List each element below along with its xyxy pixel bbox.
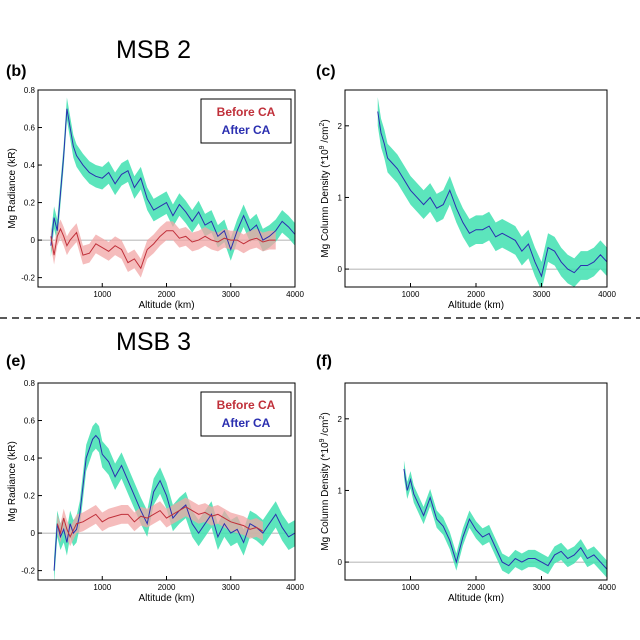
plot-area bbox=[345, 97, 607, 287]
chart-panel-c: (c) 1000 2000 3000 4000 0 1 2 Altitude (km) Mg Co… bbox=[316, 63, 616, 311]
y-tick-label: 1 bbox=[338, 193, 343, 202]
x-tick-label: 2000 bbox=[467, 290, 485, 299]
series-line-after-ca bbox=[377, 111, 607, 278]
band-before-ca bbox=[50, 219, 276, 278]
y-tick-label: 0.2 bbox=[24, 492, 36, 501]
x-tick-label: 1000 bbox=[402, 290, 420, 299]
y-tick-label: 0.6 bbox=[24, 124, 36, 133]
plot-area bbox=[38, 97, 295, 278]
legend-box bbox=[200, 98, 292, 144]
plot-area bbox=[38, 422, 295, 580]
x-axis-label: Altitude (km) bbox=[448, 300, 504, 311]
x-axis-label: Altitude (km) bbox=[138, 300, 194, 311]
y-tick-label: 0 bbox=[338, 265, 343, 274]
legend-before-ca: Before CA bbox=[217, 105, 276, 119]
series-line-before-ca bbox=[50, 227, 276, 270]
x-tick-label: 4000 bbox=[598, 290, 616, 299]
x-tick-label: 2000 bbox=[158, 290, 176, 299]
x-tick-label: 2000 bbox=[467, 583, 485, 592]
x-axis-label: Altitude (km) bbox=[138, 593, 194, 604]
band-after-ca bbox=[403, 460, 607, 578]
x-tick-label: 1000 bbox=[402, 583, 420, 592]
series-line-after-ca bbox=[403, 468, 607, 570]
x-tick-label: 4000 bbox=[598, 583, 616, 592]
legend-after-ca: After CA bbox=[222, 416, 271, 430]
y-tick-label: 0.4 bbox=[24, 161, 36, 170]
y-tick-label: 0 bbox=[31, 236, 36, 245]
series-line-after-ca bbox=[50, 108, 295, 252]
x-tick-label: 4000 bbox=[286, 583, 304, 592]
legend: Before CA After CA bbox=[200, 391, 292, 437]
legend-before-ca: Before CA bbox=[217, 398, 276, 412]
chart-panel-b: (b) 1000 2000 3000 4000 -0.2 0 0.2 0.4 0.6 0.8 Alti… bbox=[6, 63, 304, 311]
y-tick-label: 0 bbox=[31, 529, 36, 538]
y-tick-label: 0.2 bbox=[24, 199, 36, 208]
y-tick-label: 0.4 bbox=[24, 454, 36, 463]
panel-letter: (c) bbox=[316, 63, 336, 80]
section-title-msb2: MSB 2 bbox=[116, 36, 191, 64]
y-tick-label: 2 bbox=[338, 415, 343, 424]
series-line-after-ca bbox=[53, 434, 295, 571]
plot-area bbox=[345, 460, 607, 578]
y-tick-label: 0.8 bbox=[24, 379, 36, 388]
legend-after-ca: After CA bbox=[222, 123, 271, 137]
chart-panel-e: (e) 1000 2000 3000 4000 -0.2 0 0.2 0.4 0.6 0.8 Alti… bbox=[6, 353, 304, 604]
panel-letter: (e) bbox=[6, 353, 26, 370]
y-axis-label: Mg Column Density (*109 /cm2) bbox=[319, 119, 331, 257]
y-tick-label: -0.2 bbox=[21, 567, 35, 576]
band-after-ca bbox=[54, 422, 295, 580]
x-axis-label: Altitude (km) bbox=[448, 593, 504, 604]
band-after-ca bbox=[377, 97, 607, 287]
x-tick-label: 4000 bbox=[286, 290, 304, 299]
panel-letter: (f) bbox=[316, 353, 332, 370]
y-tick-label: 1 bbox=[338, 486, 343, 495]
x-tick-label: 3000 bbox=[222, 290, 240, 299]
legend-box bbox=[200, 391, 292, 437]
y-tick-label: -0.2 bbox=[21, 274, 35, 283]
section-title-msb3: MSB 3 bbox=[116, 328, 191, 356]
y-tick-label: 0.6 bbox=[24, 417, 36, 426]
legend: Before CA After CA bbox=[200, 98, 292, 144]
chart-panel-f: (f) 1000 2000 3000 4000 0 1 2 Altitude (km) Mg Co… bbox=[316, 353, 616, 604]
x-tick-label: 1000 bbox=[93, 290, 111, 299]
x-tick-label: 3000 bbox=[222, 583, 240, 592]
series-line-before-ca bbox=[56, 506, 264, 539]
x-tick-label: 1000 bbox=[93, 583, 111, 592]
band-before-ca bbox=[57, 497, 263, 547]
x-tick-label: 3000 bbox=[533, 290, 551, 299]
y-tick-label: 0.8 bbox=[24, 86, 36, 95]
x-tick-label: 3000 bbox=[533, 583, 551, 592]
x-tick-label: 2000 bbox=[158, 583, 176, 592]
y-axis-label: Mg Column Density (*109 /cm2) bbox=[319, 412, 331, 550]
y-axis-label: Mg Radiance (kR) bbox=[7, 441, 18, 522]
panel-letter: (b) bbox=[6, 63, 26, 80]
y-tick-label: 0 bbox=[338, 558, 343, 567]
y-tick-label: 2 bbox=[338, 122, 343, 131]
y-axis-label: Mg Radiance (kR) bbox=[7, 148, 18, 229]
